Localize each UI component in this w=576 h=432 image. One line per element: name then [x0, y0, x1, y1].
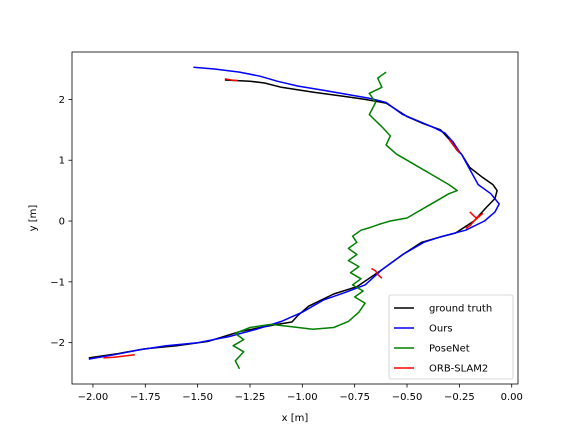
x-tick-label: −0.75 [339, 392, 370, 403]
series-line-orb-slam2 [465, 211, 484, 229]
series-line-orb-slam2 [103, 354, 135, 359]
legend-label-posenet: PoseNet [429, 344, 470, 355]
legend-box [388, 294, 514, 380]
legend: ground truth Ours PoseNet ORB-SLAM2 [388, 294, 514, 380]
legend-label-ground-truth: ground truth [429, 304, 492, 315]
x-tick-label: −1.00 [287, 392, 318, 403]
series-line-orb-slam2 [448, 138, 461, 154]
x-tick-label: −1.75 [130, 392, 161, 403]
y-tick-label: 1 [59, 156, 65, 167]
x-tick-label: −0.50 [392, 392, 423, 403]
series-line-orb-slam2 [224, 78, 238, 82]
legend-label-ours: Ours [429, 324, 453, 335]
y-tick-label: −1 [50, 277, 65, 288]
series-line-posenet [232, 71, 459, 370]
y-tick-label: 2 [59, 95, 65, 106]
series-layer [88, 66, 500, 370]
x-axis-ticks: −2.00 −1.75 −1.50 −1.25 −1.00 −0.75 −0.50 −0.25… [78, 384, 523, 403]
y-axis-label: y [m] [28, 205, 39, 232]
plot-frame [71, 51, 519, 385]
y-axis-ticks: −2 −1 0 1 2 [50, 95, 72, 349]
x-tick-label: −1.50 [182, 392, 213, 403]
x-tick-label: −0.25 [444, 392, 475, 403]
x-axis-label: x [m] [282, 413, 309, 424]
legend-label-orb-slam2: ORB-SLAM2 [429, 364, 488, 375]
y-tick-label: 0 [59, 217, 65, 228]
x-tick-label: −2.00 [78, 392, 109, 403]
x-tick-label: −1.25 [235, 392, 266, 403]
y-tick-label: −2 [50, 338, 65, 349]
series-line-orb-slam2 [371, 267, 383, 279]
legend-entries: ground truth Ours PoseNet ORB-SLAM2 [394, 304, 492, 375]
x-tick-label: 0.00 [501, 392, 523, 403]
